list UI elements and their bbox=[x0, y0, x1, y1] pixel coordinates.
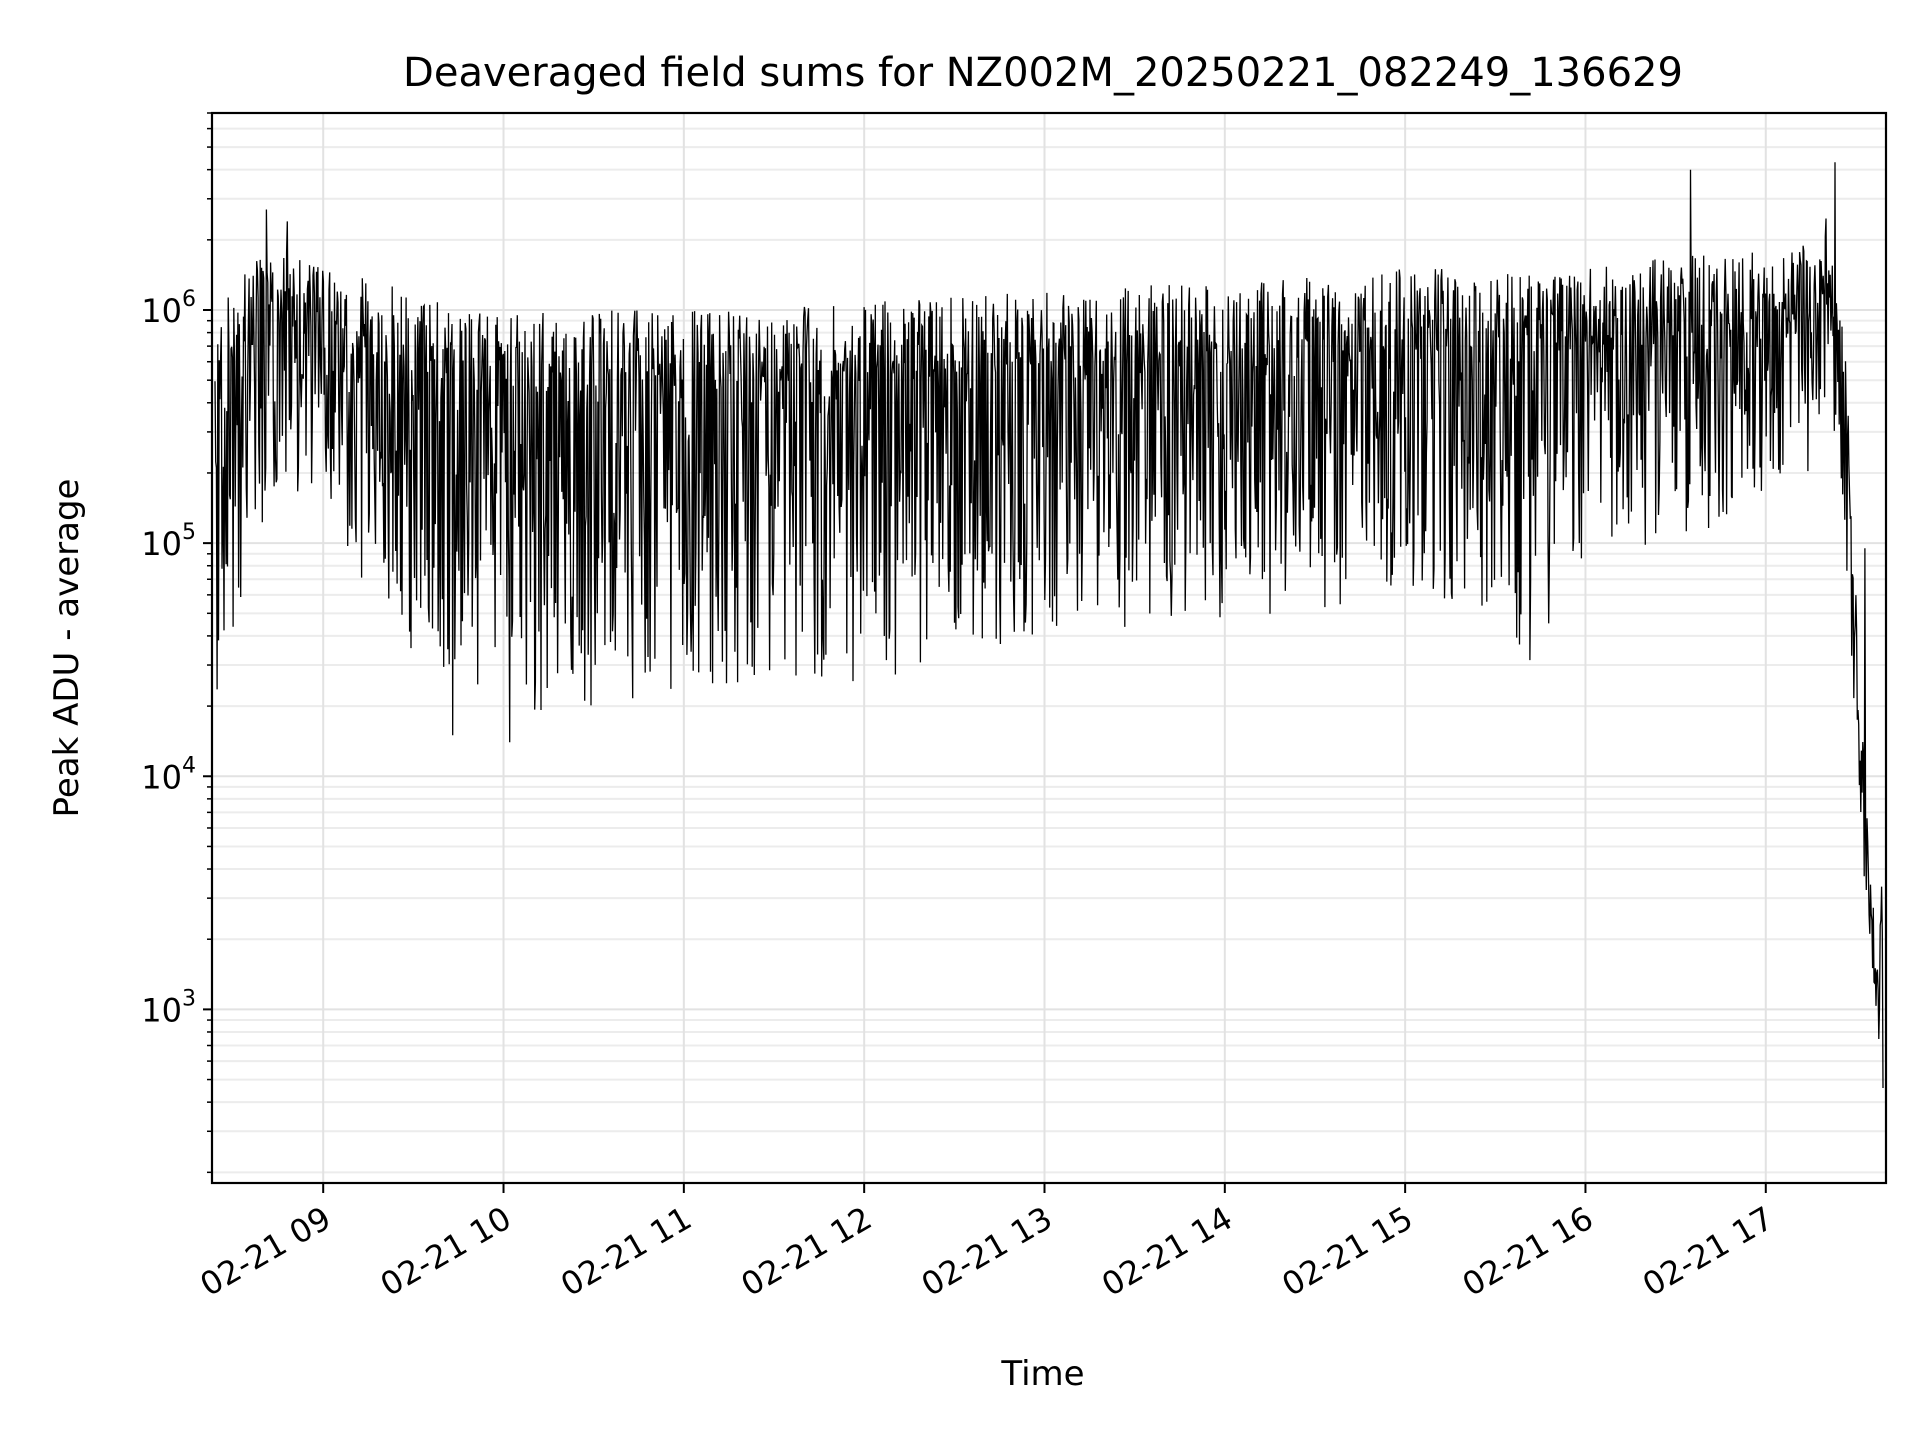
plot-area bbox=[214, 162, 1884, 1089]
chart-title: Deaveraged field sums for NZ002M_2025022… bbox=[403, 50, 1683, 96]
y-tick-label: 104 bbox=[141, 753, 196, 796]
y-tick-label: 106 bbox=[141, 287, 196, 330]
y-axis-label: Peak ADU - average bbox=[47, 479, 87, 818]
series-line bbox=[214, 162, 1884, 1089]
y-tick-label: 105 bbox=[141, 520, 196, 563]
y-tick-label: 103 bbox=[141, 986, 196, 1029]
axes-frame bbox=[210, 111, 1888, 1185]
x-axis-label: Time bbox=[1000, 1354, 1084, 1394]
